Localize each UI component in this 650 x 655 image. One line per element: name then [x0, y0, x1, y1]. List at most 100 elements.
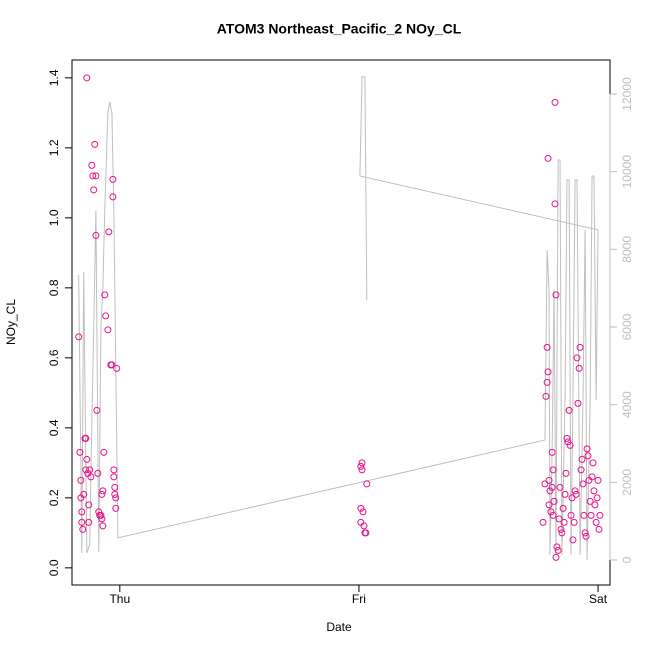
point: [79, 525, 87, 533]
point: [110, 466, 118, 474]
point: [590, 487, 598, 495]
point: [551, 98, 559, 106]
y-tick-label: 0.8: [47, 279, 61, 296]
point: [78, 518, 86, 526]
point: [545, 501, 553, 509]
point: [584, 452, 592, 460]
point: [357, 462, 365, 470]
point: [564, 438, 572, 446]
point: [75, 333, 83, 341]
point: [541, 480, 549, 488]
y-tick-label: 0.2: [47, 489, 61, 506]
point: [82, 466, 90, 474]
point: [99, 522, 107, 530]
point: [565, 406, 573, 414]
point: [360, 522, 368, 530]
x-tick-label: Fri: [352, 592, 366, 606]
point: [582, 532, 590, 540]
point: [596, 511, 604, 519]
point: [548, 448, 556, 456]
point: [551, 200, 559, 208]
point: [544, 154, 552, 162]
y2-tick-label: 4000: [620, 391, 634, 418]
point: [546, 487, 554, 495]
point: [593, 494, 601, 502]
y2-tick-label: 2000: [620, 469, 634, 496]
x-tick-label: Sat: [589, 592, 608, 606]
point: [569, 536, 577, 544]
y-axis-label: NOy_CL: [4, 299, 18, 345]
point: [568, 494, 576, 502]
point: [110, 473, 118, 481]
point: [561, 490, 569, 498]
point: [91, 140, 99, 148]
point: [97, 511, 105, 519]
point: [588, 473, 596, 481]
plot-box: [71, 59, 611, 586]
point: [587, 511, 595, 519]
point: [580, 511, 588, 519]
y-tick-label: 1.2: [47, 139, 61, 156]
point: [591, 501, 599, 509]
point: [547, 508, 555, 516]
point: [80, 490, 88, 498]
point: [85, 501, 93, 509]
point: [575, 364, 583, 372]
point: [552, 553, 560, 561]
point: [78, 508, 86, 516]
y-tick-label: 1.4: [47, 69, 61, 86]
point: [93, 406, 101, 414]
point: [76, 448, 84, 456]
point: [563, 434, 571, 442]
y-tick-label: 0.6: [47, 349, 61, 366]
point: [362, 529, 370, 537]
point: [357, 504, 365, 512]
point: [100, 448, 108, 456]
point: [83, 74, 91, 82]
point: [104, 326, 112, 334]
point: [86, 466, 94, 474]
point: [559, 504, 567, 512]
point: [589, 459, 597, 467]
point: [94, 469, 102, 477]
point: [109, 175, 117, 183]
point: [358, 459, 366, 467]
point: [572, 490, 580, 498]
point: [578, 455, 586, 463]
point: [77, 476, 85, 484]
point: [112, 494, 120, 502]
y2-tick-label: 0: [620, 556, 634, 563]
point: [98, 515, 106, 523]
point: [548, 483, 556, 491]
point: [99, 487, 107, 495]
point: [577, 466, 585, 474]
point: [557, 525, 565, 533]
point: [595, 525, 603, 533]
y2-tick-label: 10000: [620, 155, 634, 189]
point: [108, 361, 116, 369]
point: [82, 434, 90, 442]
point: [566, 441, 574, 449]
point: [586, 497, 594, 505]
point: [87, 473, 95, 481]
point: [579, 480, 587, 488]
point: [543, 343, 551, 351]
point: [111, 483, 119, 491]
point: [102, 312, 110, 320]
point: [545, 476, 553, 484]
point: [92, 172, 100, 180]
point: [83, 455, 91, 463]
point: [358, 466, 366, 474]
point: [539, 518, 547, 526]
point: [109, 193, 117, 201]
point: [583, 445, 591, 453]
point: [550, 497, 558, 505]
chart-title: ATOM3 Northeast_Pacific_2 NOy_CL: [217, 21, 462, 37]
point: [549, 466, 557, 474]
point: [553, 543, 561, 551]
y-tick-label: 1.0: [47, 209, 61, 226]
point: [363, 480, 371, 488]
y-tick-label: 0.4: [47, 419, 61, 436]
y2-tick-label: 8000: [620, 236, 634, 263]
